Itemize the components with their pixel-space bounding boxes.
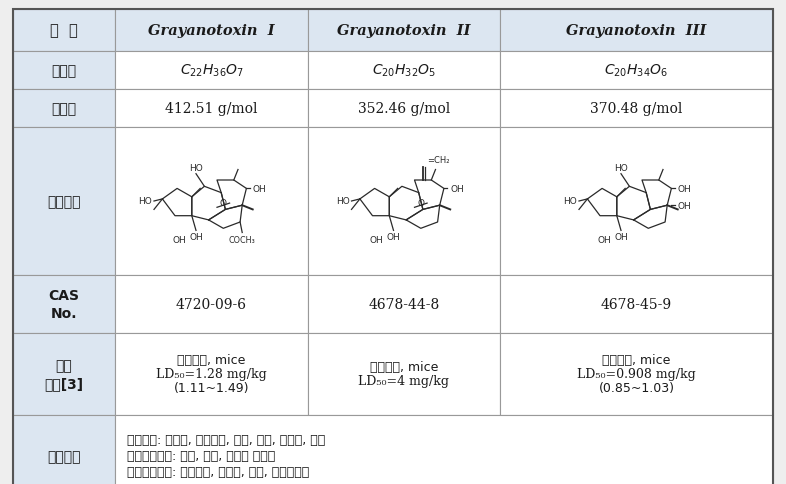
- Text: LD₅₀=0.908 mg/kg: LD₅₀=0.908 mg/kg: [577, 368, 696, 381]
- Text: 독성
수치[3]: 독성 수치[3]: [45, 358, 83, 391]
- Bar: [13, 275, 115, 333]
- Bar: [500, 90, 773, 128]
- Bar: [308, 10, 500, 52]
- Bar: [115, 333, 308, 415]
- Text: OH: OH: [597, 235, 611, 244]
- Text: HO: HO: [138, 197, 152, 206]
- Text: OH: OH: [172, 235, 186, 244]
- Text: 352.46 g/mol: 352.46 g/mol: [358, 102, 450, 116]
- Text: Grayanotoxin  II: Grayanotoxin II: [337, 24, 471, 38]
- Bar: [500, 333, 773, 415]
- Bar: [13, 90, 115, 128]
- Text: OH: OH: [370, 235, 384, 244]
- Text: 신경독성: 무력감, 의식장애, 경련, 두통, 현기증, 실신: 신경독성: 무력감, 의식장애, 경련, 두통, 현기증, 실신: [127, 434, 325, 447]
- Bar: [13, 128, 115, 275]
- Bar: [13, 333, 115, 415]
- Text: $\mathit{C}_{22}\mathit{H}_{36}\mathit{O}_{7}$: $\mathit{C}_{22}\mathit{H}_{36}\mathit{O…: [179, 62, 244, 79]
- Text: 복강주입, mice: 복강주입, mice: [178, 354, 246, 367]
- Bar: [13, 415, 115, 484]
- Text: Grayanotoxin  III: Grayanotoxin III: [566, 24, 707, 38]
- Bar: [500, 275, 773, 333]
- Bar: [13, 10, 115, 52]
- Bar: [308, 52, 500, 90]
- Text: LD₅₀=1.28 mg/kg: LD₅₀=1.28 mg/kg: [156, 368, 267, 381]
- Text: COCH₃: COCH₃: [229, 235, 255, 244]
- Text: OH: OH: [614, 233, 628, 242]
- Text: 4678-45-9: 4678-45-9: [601, 297, 672, 311]
- Text: 분자량: 분자량: [51, 102, 76, 116]
- Bar: [115, 128, 308, 275]
- Text: $\mathit{C}_{20}\mathit{H}_{32}\mathit{O}_{5}$: $\mathit{C}_{20}\mathit{H}_{32}\mathit{O…: [372, 62, 436, 79]
- Bar: [308, 128, 500, 275]
- Bar: [500, 128, 773, 275]
- Text: (0.85~1.03): (0.85~1.03): [598, 382, 674, 394]
- Text: CAS
No.: CAS No.: [49, 288, 79, 320]
- Text: 복강주입, mice: 복강주입, mice: [602, 354, 670, 367]
- Text: $\mathit{C}_{20}\mathit{H}_{34}\mathit{O}_{6}$: $\mathit{C}_{20}\mathit{H}_{34}\mathit{O…: [604, 62, 669, 79]
- Text: 심혁관계독성: 심근경색, 저혁압, 서맥, 심장무수축: 심혁관계독성: 심근경색, 저혁압, 서맥, 심장무수축: [127, 466, 309, 479]
- Bar: [115, 90, 308, 128]
- Bar: [13, 52, 115, 90]
- Text: OH: OH: [678, 184, 692, 194]
- Bar: [308, 275, 500, 333]
- Text: LD₅₀=4 mg/kg: LD₅₀=4 mg/kg: [358, 375, 450, 388]
- Text: 복강주입, mice: 복강주입, mice: [369, 361, 438, 374]
- Text: O: O: [417, 198, 424, 207]
- Text: OH: OH: [189, 233, 203, 242]
- Text: OH: OH: [387, 233, 400, 242]
- Text: OH: OH: [253, 184, 266, 194]
- Text: =CH₂: =CH₂: [427, 156, 450, 165]
- Text: OH: OH: [450, 184, 464, 194]
- Text: O: O: [220, 198, 227, 207]
- Bar: [500, 52, 773, 90]
- Text: OH: OH: [678, 201, 692, 210]
- Bar: [115, 10, 308, 52]
- Text: 분자식: 분자식: [51, 64, 76, 78]
- Bar: [308, 333, 500, 415]
- Bar: [500, 10, 773, 52]
- Text: 분자구조: 분자구조: [47, 195, 81, 209]
- Text: 412.51 g/mol: 412.51 g/mol: [165, 102, 258, 116]
- Bar: [115, 415, 773, 484]
- Text: 소화기계독성: 오심, 구토, 과도한 침분비: 소화기계독성: 오심, 구토, 과도한 침분비: [127, 450, 275, 463]
- Bar: [115, 275, 308, 333]
- Text: HO: HO: [614, 163, 628, 172]
- Bar: [115, 52, 308, 90]
- Text: 4678-44-8: 4678-44-8: [369, 297, 439, 311]
- Text: 370.48 g/mol: 370.48 g/mol: [590, 102, 683, 116]
- Text: HO: HO: [336, 197, 350, 206]
- Text: HO: HO: [189, 163, 203, 172]
- Text: 4720-09-6: 4720-09-6: [176, 297, 247, 311]
- Text: 구  분: 구 분: [50, 23, 78, 38]
- Text: 주요증상: 주요증상: [47, 449, 81, 463]
- Text: HO: HO: [563, 197, 577, 206]
- Text: Grayanotoxin  I: Grayanotoxin I: [149, 24, 275, 38]
- Text: (1.11~1.49): (1.11~1.49): [174, 382, 249, 394]
- Bar: [308, 90, 500, 128]
